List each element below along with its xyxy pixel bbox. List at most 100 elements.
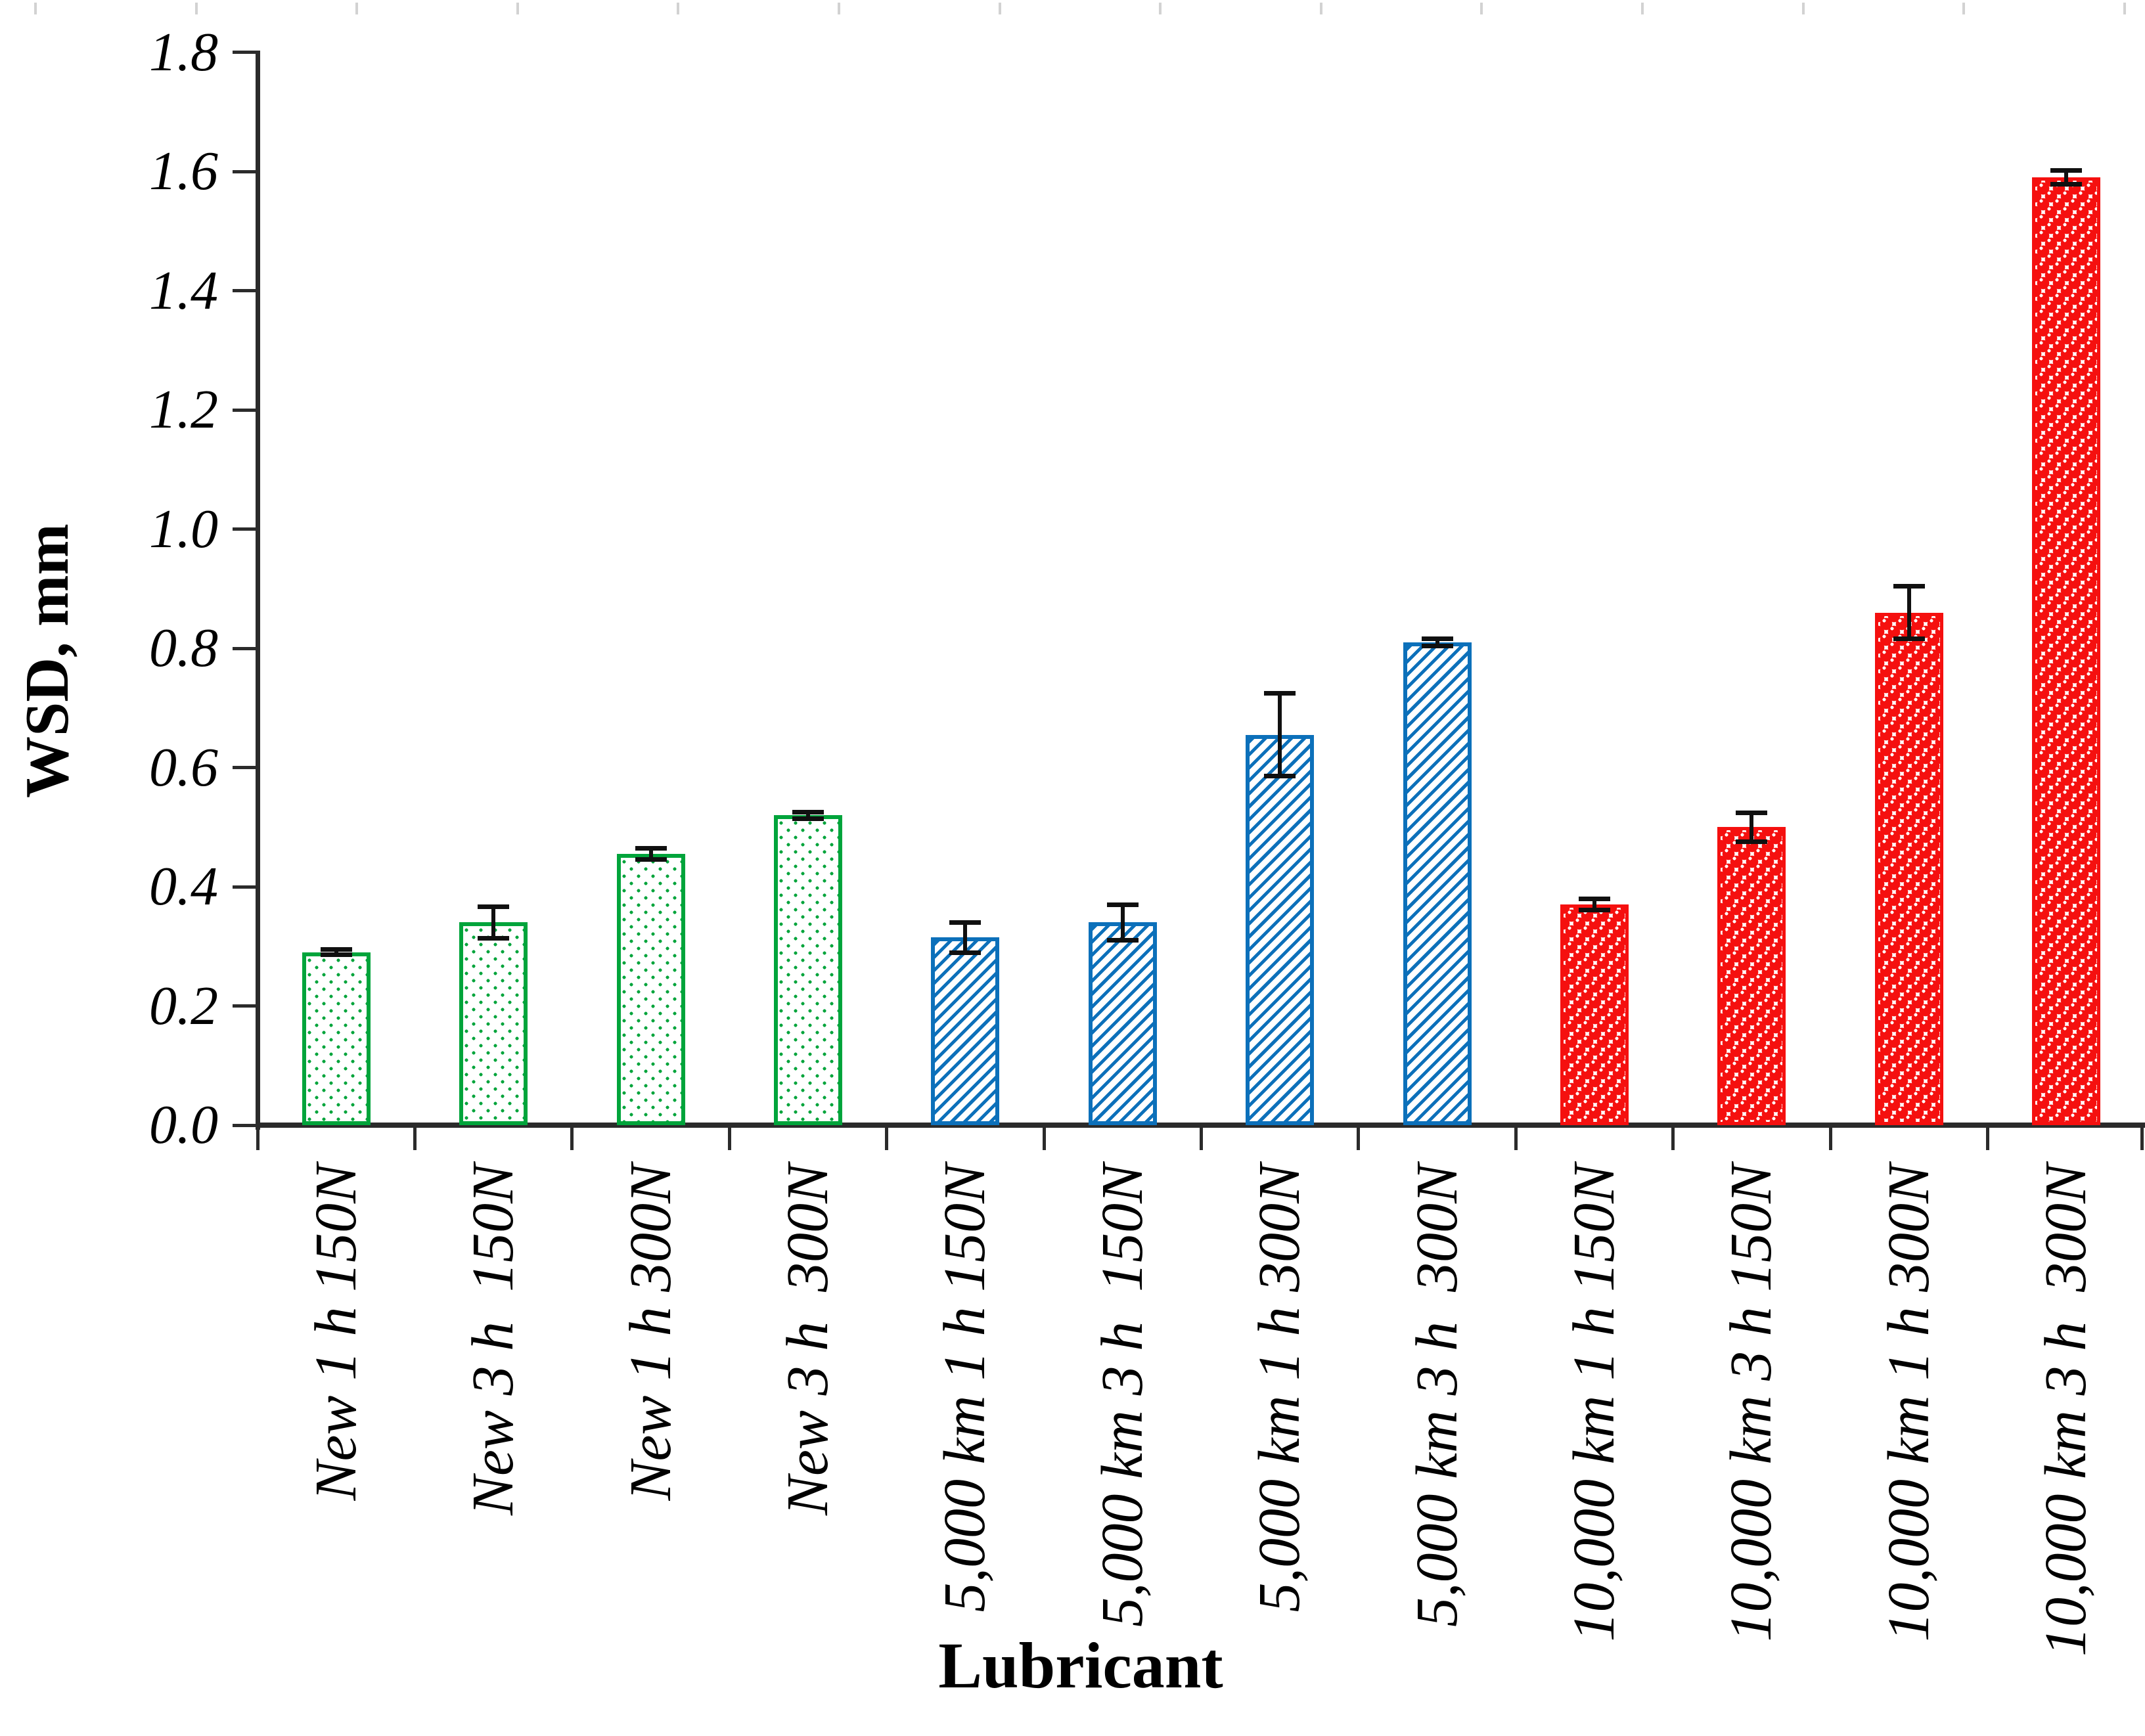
y-axis-line — [256, 50, 260, 1130]
error-bar-cap-top — [1893, 583, 1925, 589]
error-bar-cap-top — [1421, 636, 1453, 641]
bar — [1403, 642, 1472, 1125]
error-bar-cap-bottom — [1421, 644, 1453, 649]
error-bar-stem — [963, 922, 968, 953]
bar — [931, 937, 1000, 1125]
y-tick — [233, 527, 258, 531]
y-tick-label: 1.0 — [149, 498, 218, 560]
top-tick — [1962, 3, 1966, 14]
x-tick — [727, 1125, 731, 1150]
top-tick — [1159, 3, 1162, 14]
y-tick-label: 0.4 — [149, 856, 218, 917]
bar — [616, 854, 685, 1125]
error-bar-cap-bottom — [1579, 908, 1611, 913]
error-bar-cap-top — [1579, 897, 1611, 902]
x-tick-label: New 1 h 150N — [303, 1164, 369, 1501]
bar — [1560, 904, 1629, 1125]
error-bar-stem — [1278, 693, 1282, 777]
bar — [1088, 922, 1157, 1125]
y-tick-label: 0.0 — [149, 1094, 218, 1155]
x-tick — [256, 1125, 260, 1150]
bar — [1874, 612, 1943, 1125]
y-tick — [233, 766, 258, 769]
error-bar-stem — [334, 949, 338, 956]
bar — [459, 922, 528, 1125]
x-tick — [2140, 1125, 2144, 1150]
error-bar-cap-top — [1106, 902, 1139, 908]
x-tick-label: 10,000 km 1 h 150N — [1562, 1164, 1627, 1642]
y-tick — [233, 169, 258, 173]
error-bar-stem — [648, 848, 653, 860]
y-tick-label: 1.6 — [149, 141, 218, 202]
top-tick — [355, 3, 359, 14]
error-bar-stem — [1592, 899, 1597, 911]
error-bar-cap-bottom — [635, 857, 667, 862]
bar — [1246, 734, 1315, 1125]
top-tick — [1480, 3, 1483, 14]
bar — [1717, 827, 1786, 1125]
x-tick-label: New 3 h 300N — [775, 1164, 840, 1516]
x-tick — [1828, 1125, 1832, 1150]
top-tick — [677, 3, 680, 14]
x-tick — [1042, 1125, 1046, 1150]
error-bar-cap-top — [949, 920, 982, 925]
error-bar-cap-top — [1736, 810, 1768, 815]
top-tick — [998, 3, 1001, 14]
y-tick-label: 1.2 — [149, 379, 218, 440]
y-tick — [233, 51, 258, 54]
error-bar-cap-bottom — [478, 935, 510, 941]
top-tick — [1801, 3, 1805, 14]
top-tick — [2123, 3, 2126, 14]
error-bar-stem — [805, 811, 810, 819]
y-tick-label: 1.8 — [149, 21, 218, 83]
error-bar-cap-bottom — [320, 952, 352, 958]
y-tick — [233, 1004, 258, 1008]
x-tick-label: 10,000 km 3 h 150N — [1719, 1164, 1784, 1642]
bar — [773, 815, 842, 1125]
error-bar-cap-bottom — [1893, 636, 1925, 642]
x-tick-label: 10,000 km 3 h 300N — [2033, 1164, 2099, 1657]
top-tick — [516, 3, 519, 14]
x-tick-label: New 1 h 300N — [618, 1164, 683, 1501]
error-bar-cap-bottom — [1264, 774, 1296, 779]
x-axis-title: Lubricant — [938, 1629, 1223, 1702]
x-tick — [1514, 1125, 1518, 1150]
x-tick-label: New 3 h 150N — [461, 1164, 526, 1516]
error-bar-cap-top — [478, 904, 510, 909]
y-tick — [233, 408, 258, 412]
y-tick — [233, 1123, 258, 1127]
x-tick — [413, 1125, 417, 1150]
error-bar-stem — [1435, 638, 1439, 647]
y-tick-label: 0.6 — [149, 736, 218, 798]
x-tick — [1357, 1125, 1361, 1150]
y-tick — [233, 885, 258, 889]
top-tick — [34, 3, 37, 14]
top-tick — [194, 3, 198, 14]
x-tick-label: 10,000 km 1 h 300N — [1876, 1164, 1941, 1642]
error-bar-cap-top — [635, 846, 667, 851]
error-bar-stem — [491, 906, 496, 939]
error-bar-stem — [2064, 170, 2069, 185]
y-tick-label: 1.4 — [149, 259, 218, 321]
top-tick — [838, 3, 840, 14]
y-tick-label: 0.8 — [149, 617, 218, 679]
error-bar-stem — [1907, 585, 1911, 640]
y-tick — [233, 289, 258, 292]
x-tick — [1671, 1125, 1675, 1150]
top-tick — [1319, 3, 1322, 14]
error-bar-cap-top — [792, 809, 824, 814]
x-tick-label: 5,000 km 1 h 300N — [1247, 1164, 1313, 1613]
x-tick-label: 5,000 km 3 h 300N — [1404, 1164, 1470, 1627]
y-tick-label: 0.2 — [149, 975, 218, 1036]
error-bar-cap-top — [2050, 168, 2083, 173]
error-bar-cap-bottom — [949, 950, 982, 955]
y-tick — [233, 646, 258, 650]
bar — [302, 952, 371, 1125]
x-tick — [570, 1125, 574, 1150]
error-bar-cap-bottom — [1736, 839, 1768, 844]
error-bar-stem — [1120, 904, 1125, 941]
error-bar-cap-top — [320, 947, 352, 952]
error-bar-cap-top — [1264, 691, 1296, 696]
x-tick — [1200, 1125, 1203, 1150]
